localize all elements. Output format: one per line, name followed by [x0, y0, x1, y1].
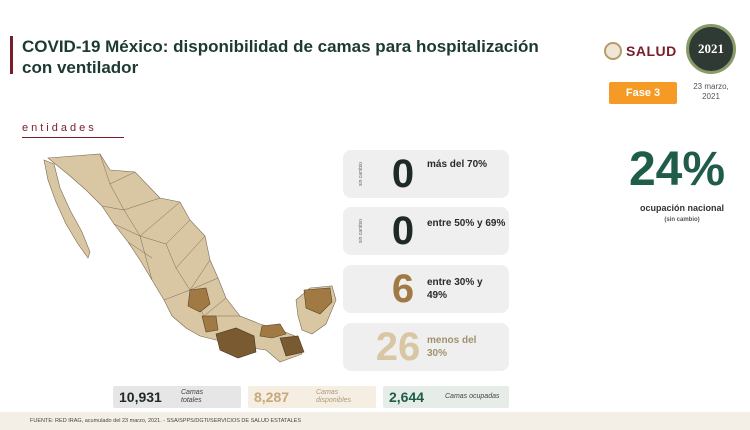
fase-badge: Fase 3 [609, 82, 677, 104]
section-underline [22, 137, 124, 138]
stat-value: 2,644 [389, 389, 425, 405]
card-label: entre 30% y 49% [427, 277, 483, 301]
card-over-70: sin cambio 0 más del 70% [343, 150, 509, 198]
report-date: 23 marzo, 2021 [693, 82, 729, 101]
card-status: sin cambio [358, 219, 364, 243]
state-medium-chiapas [279, 335, 305, 357]
card-value: 26 [375, 325, 421, 369]
card-label: más del 70% [427, 159, 488, 170]
stat-total-beds: 10,931 Camas totales [113, 386, 241, 408]
stat-available-beds: 8,287 Camas disponibles [248, 386, 376, 408]
salud-logo: SALUD [604, 40, 677, 62]
card-under-30: 26 menos del 30% [343, 323, 509, 371]
stat-label: Camas disponibles [316, 389, 352, 404]
state-medium-oaxaca [215, 327, 257, 359]
card-value: 0 [391, 152, 415, 196]
mexico-seal-icon [604, 42, 622, 60]
stat-label: Camas totales [181, 389, 204, 404]
national-occupancy-status: (sin cambio) [664, 217, 700, 223]
mexico-states-map [43, 153, 337, 363]
card-status: sin cambio [358, 162, 364, 186]
card-label: entre 50% y 69% [427, 218, 506, 229]
salud-logo-text: SALUD [626, 43, 677, 59]
state-medium-central [187, 287, 211, 313]
card-30-49: 6 entre 30% y 49% [343, 265, 509, 313]
source-footnote: FUENTE: RED IRAG, acumulado del 23 marzo… [30, 418, 302, 424]
state-medium-yucatan [303, 287, 333, 315]
mexico-mainland [47, 153, 303, 363]
national-occupancy-label: ocupación nacional [639, 203, 724, 213]
stat-occupied-beds: 2,644 Camas ocupadas [383, 386, 509, 408]
card-50-69: sin cambio 0 entre 50% y 69% [343, 207, 509, 255]
title-accent-bar [10, 36, 13, 74]
mexico-2021-logo: 2021 [686, 24, 736, 74]
card-value: 6 [391, 267, 415, 311]
stat-value: 10,931 [119, 389, 162, 405]
footer-band [0, 412, 750, 430]
stat-value: 8,287 [254, 389, 290, 405]
national-occupancy-value: 24% [628, 143, 726, 196]
card-value: 0 [391, 209, 415, 253]
logo-year: 2021 [698, 41, 724, 56]
state-medium-mexico [201, 315, 219, 333]
page-title: COVID-19 México: disponibilidad de camas… [22, 37, 539, 77]
state-medium-tabasco [259, 323, 287, 339]
card-label: menos del 30% [427, 335, 477, 359]
baja-california [43, 159, 91, 259]
section-label: entidades [22, 122, 97, 134]
stat-label: Camas ocupadas [445, 393, 500, 400]
